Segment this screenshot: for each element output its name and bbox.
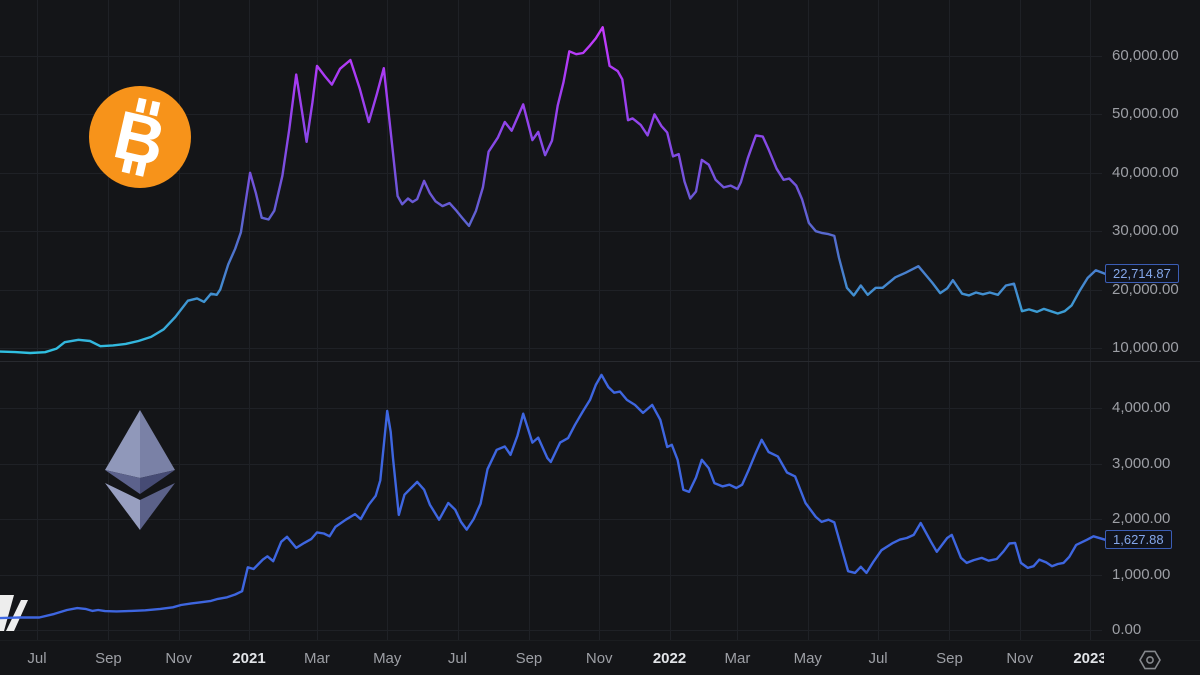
time-tick-label: 2022 bbox=[652, 650, 687, 667]
time-tick-label: Sep bbox=[936, 650, 963, 667]
time-tick-label: Mar bbox=[304, 650, 330, 667]
price-tick-label: 3,000.00 bbox=[1112, 454, 1171, 472]
price-tick-label: 1,000.00 bbox=[1112, 565, 1171, 583]
eth-price-axis[interactable]: 4,000.00 3,000.00 2,000.00 1,000.00 0.00 bbox=[1102, 361, 1200, 640]
btc-price-line bbox=[0, 26, 1107, 355]
time-tick-label: 2021 bbox=[232, 650, 266, 667]
time-tick-label: Jul bbox=[27, 650, 47, 667]
price-tick-label: 20,000.00 bbox=[1112, 280, 1179, 298]
btc-price-axis[interactable]: 60,000.00 50,000.00 40,000.00 30,000.00 20,0… bbox=[1102, 0, 1200, 361]
bitcoin-icon: B bbox=[89, 86, 191, 188]
price-tick-label: 10,000.00 bbox=[1112, 339, 1179, 356]
eth-last-price-badge: 1,627.88 bbox=[1105, 529, 1172, 549]
price-tick-label: 4,000.00 bbox=[1112, 399, 1171, 417]
time-tick-label: Nov bbox=[585, 650, 613, 667]
time-tick-label: Sep bbox=[515, 650, 543, 667]
tradingview-watermark-icon bbox=[0, 595, 28, 631]
price-tick-label: 2,000.00 bbox=[1112, 510, 1171, 528]
btc-last-price-badge: 22,714.87 bbox=[1105, 263, 1179, 283]
bitcoin-logo-circle bbox=[89, 86, 191, 188]
price-tick-label: 40,000.00 bbox=[1112, 163, 1179, 181]
time-tick-label: May bbox=[373, 650, 402, 667]
price-tick-label: 30,000.00 bbox=[1112, 222, 1179, 240]
eth-last-price-value: 1,627.88 bbox=[1113, 531, 1164, 547]
time-axis[interactable]: Jul Sep Nov 2021 Mar May Jul Sep Nov 2022 Mar May Ju… bbox=[0, 640, 1104, 675]
time-tick-label: May bbox=[793, 650, 822, 667]
time-tick-label: Mar bbox=[724, 650, 751, 667]
time-axis-settings-button[interactable] bbox=[1136, 646, 1164, 674]
time-tick-label: 2023 bbox=[1073, 650, 1104, 667]
time-tick-label: Nov bbox=[1006, 650, 1034, 667]
gear-hexagon-icon bbox=[1139, 650, 1161, 670]
time-tick-label: Jul bbox=[447, 650, 468, 667]
eth-price-line bbox=[0, 373, 1107, 620]
time-tick-label: Sep bbox=[95, 650, 122, 667]
ethereum-icon bbox=[105, 410, 175, 530]
price-tick-label: 0.00 bbox=[1112, 621, 1142, 638]
price-tick-label: 60,000.00 bbox=[1112, 46, 1179, 64]
time-tick-label: Jul bbox=[868, 650, 888, 667]
price-tick-label: 50,000.00 bbox=[1112, 105, 1179, 123]
btc-last-price-value: 22,714.87 bbox=[1113, 265, 1171, 281]
time-tick-label: Nov bbox=[165, 650, 193, 667]
